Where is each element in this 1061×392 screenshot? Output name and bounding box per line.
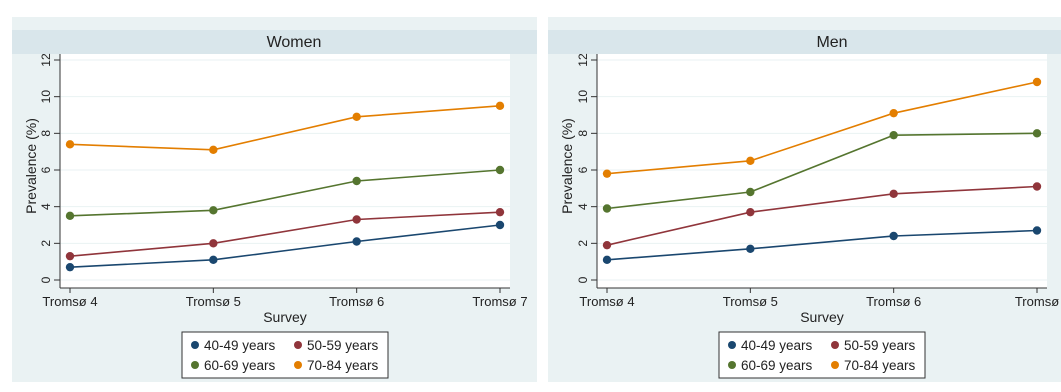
x-tick-label: Tromsø [1015,294,1059,309]
series-line-60-69-years [606,132,1038,210]
legend-marker [191,341,199,349]
data-point [1032,182,1042,191]
data-point [352,176,361,186]
y-tick-label: 6 [39,166,53,173]
data-point [602,204,612,213]
data-point [1032,129,1042,138]
x-axis-label: Survey [263,309,307,325]
x-tick-label: Tromsø 4 [42,294,97,309]
y-tick-label: 4 [576,203,590,210]
data-point [1032,226,1042,235]
data-point [65,262,75,272]
data-point [1032,77,1042,87]
data-point [746,244,755,254]
data-point [209,255,218,265]
x-tick-label: Tromsø 4 [579,294,634,309]
data-point [602,255,612,265]
y-tick-label: 0 [39,276,53,283]
y-tick-label: 0 [576,276,590,283]
x-tick-label: Tromsø 6 [329,294,384,309]
data-point [65,140,75,149]
data-point [209,206,218,215]
legend-label: 70-84 years [307,358,379,373]
chart-title: Women [267,34,322,51]
legend-marker [831,361,839,369]
legend-marker [728,361,736,369]
series-line-60-69-years [69,169,501,217]
x-tick-label: Tromsø 6 [866,294,921,309]
y-tick-label: 4 [39,203,53,210]
series-line-40-49-years [69,224,501,268]
legend-label: 60-69 years [204,358,276,373]
legend-label: 40-49 years [204,338,276,353]
y-tick-label: 10 [576,90,590,104]
title-band [12,30,537,54]
y-tick-label: 6 [576,166,590,173]
series-line-70-84-years [606,81,1038,175]
data-point [352,112,361,122]
data-point [746,207,755,217]
title-band [548,30,1061,54]
data-point [352,215,361,224]
x-tick-label: Tromsø 5 [186,294,241,309]
data-point [602,240,612,250]
legend-label: 70-84 years [844,358,916,373]
legend: 40-49 years 50-59 years 60-69 years 70-84 y… [718,331,926,379]
legend-box [181,331,389,379]
y-tick-label: 8 [576,130,590,137]
data-point [889,108,898,118]
series-line-50-59-years [69,211,501,257]
x-tick-label: Tromsø 5 [723,294,778,309]
data-point [889,130,898,140]
plot-area [60,54,510,288]
y-tick-label: 8 [39,130,53,137]
series-line-50-59-years [606,185,1038,246]
data-point [209,239,218,248]
y-tick-label: 2 [576,240,590,247]
legend-marker [831,341,839,349]
legend-label: 60-69 years [741,358,813,373]
y-axis-label: Prevalence (%) [23,118,39,214]
x-tick-label: Tromsø 7 [472,294,527,309]
legend-label: 50-59 years [307,338,379,353]
data-point [209,145,218,155]
chart-title: Men [816,34,847,51]
y-tick-label: 2 [39,240,53,247]
data-point [65,211,75,221]
y-tick-label: 12 [39,53,53,67]
chart-panel-0: Women 0 2 4 6 8 10 12 Prevalence (%) Tromsø 4 Trom… [12,17,537,382]
data-point [495,220,505,230]
y-tick-label: 12 [576,53,590,67]
legend-box [718,331,926,379]
data-point [495,165,505,175]
y-tick-label: 10 [39,90,53,104]
legend-label: 40-49 years [741,338,813,353]
legend: 40-49 years 50-59 years 60-69 years 70-84 y… [181,331,389,379]
data-point [746,187,755,197]
legend-marker [294,361,302,369]
legend-marker [294,341,302,349]
series-line-70-84-years [69,105,501,151]
plot-area [597,54,1047,288]
data-point [495,207,505,217]
data-point [602,169,612,178]
data-point [889,231,898,241]
series-line-40-49-years [606,229,1038,261]
data-point [65,251,75,261]
legend-marker [191,361,199,369]
data-point [352,237,361,246]
legend-label: 50-59 years [844,338,916,353]
y-axis-label: Prevalence (%) [559,118,575,214]
x-axis-label: Survey [800,309,844,325]
data-point [746,156,755,166]
legend-marker [728,341,736,349]
chart-panel-1: Men 0 2 4 6 8 10 12 Prevalence (%) Tromsø 4 Tromsø… [548,17,1061,382]
data-point [495,101,505,111]
data-point [889,189,898,199]
